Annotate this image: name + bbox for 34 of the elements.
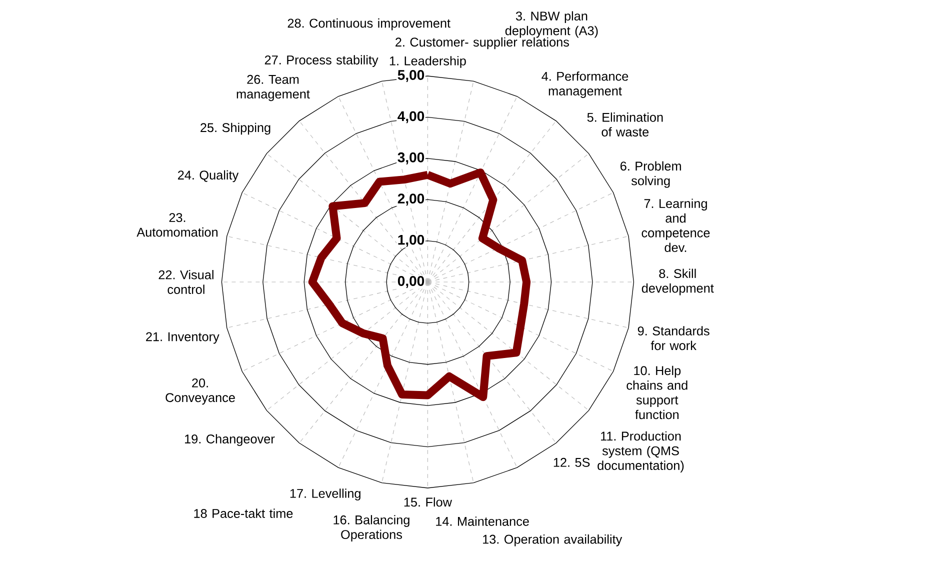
spoke-label: 24. Quality xyxy=(178,170,239,182)
spoke-label: 26. Team management xyxy=(236,74,310,102)
spoke-label: 15. Flow xyxy=(404,497,452,507)
spoke-label: 9. Standards for work xyxy=(638,326,710,350)
spoke-label: 2. Customer- supplier relations xyxy=(396,37,569,50)
spoke-label: 27. Process stability xyxy=(264,55,378,67)
spoke-label: 1. Leadership xyxy=(390,56,466,68)
spoke-label: 23. Automomation xyxy=(136,213,218,237)
spoke-label: 10. Help chains and support function xyxy=(626,366,688,420)
spoke-label: 7. Learning and competence dev. xyxy=(642,198,710,252)
spoke-label: 4. Performance management xyxy=(542,71,628,98)
y-tick-label: 0,00 xyxy=(398,276,424,288)
spoke-label: 18 Pace-takt time xyxy=(194,508,293,518)
spoke-label: 22. Visual control xyxy=(158,270,214,294)
spoke-label: 25. Shipping xyxy=(200,122,270,135)
y-tick-label: 5,00 xyxy=(398,70,424,82)
spoke-label: 28. Continuous improvement xyxy=(288,18,450,30)
spoke-label: 20. Conveyance xyxy=(166,378,235,405)
spoke-label: 5. Elimination of waste xyxy=(587,112,663,136)
spoke-label: 8. Skill development xyxy=(642,268,714,296)
spoke-label: 11. Production system (QMS documentation) xyxy=(598,431,684,472)
spoke-label: 21. Inventory xyxy=(146,332,220,344)
spoke-label: 16. Balancing Operations xyxy=(334,515,410,542)
y-tick-label: 4,00 xyxy=(398,111,424,124)
spoke-label: 6. Problem solving xyxy=(620,161,681,188)
y-tick-label: 1,00 xyxy=(398,234,424,247)
spoke-label: 3. NBW plan deployment (A3) xyxy=(505,11,598,38)
spoke-label: 13. Operation availability xyxy=(483,534,622,546)
spoke-label: 12. 5S xyxy=(554,458,590,467)
spoke-label: 14. Maintenance xyxy=(436,516,529,526)
spoke-label: 19. Changeover xyxy=(185,434,275,446)
y-tick-label: 2,00 xyxy=(398,194,424,206)
y-tick-label: 3,00 xyxy=(398,152,424,164)
spoke-label: 17. Levelling xyxy=(290,488,360,500)
